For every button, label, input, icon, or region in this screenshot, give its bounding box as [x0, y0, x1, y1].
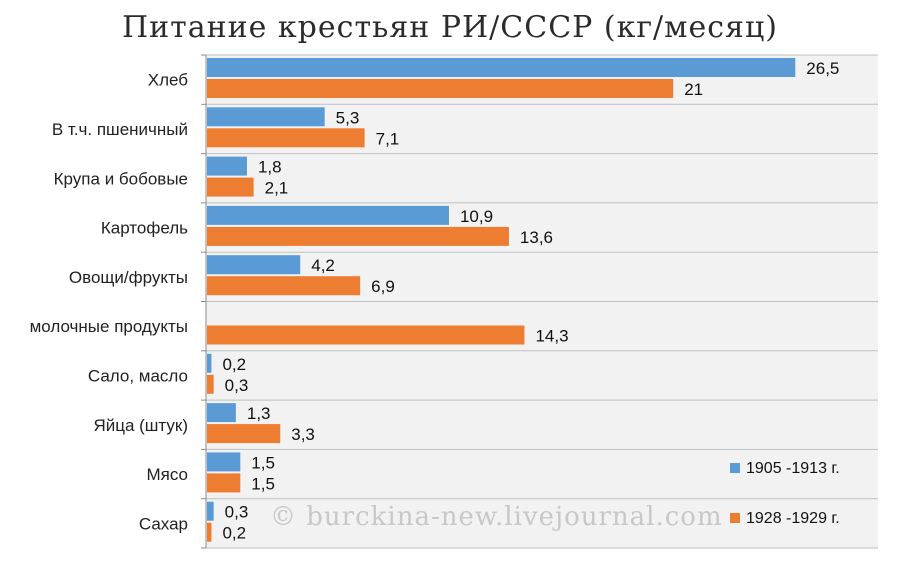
bar [207, 452, 241, 472]
legend-swatch [730, 463, 740, 473]
bar [207, 177, 254, 197]
data-label: 6,9 [371, 277, 395, 296]
data-label: 0,2 [222, 355, 246, 374]
data-label: 14,3 [535, 327, 568, 346]
category-label: Сало, масло [88, 366, 188, 385]
data-label: 2,1 [265, 179, 289, 198]
bar [207, 424, 281, 444]
grid-lines [201, 54, 878, 549]
bar [207, 79, 674, 98]
bar [207, 58, 796, 77]
data-label: 1,8 [258, 158, 282, 177]
legend-swatch [730, 513, 740, 523]
bar [207, 156, 247, 176]
category-label: Хлеб [148, 71, 189, 90]
bar [207, 353, 212, 373]
data-label: 7,1 [376, 129, 400, 148]
watermark: © burckina-new.livejournal.com [270, 502, 723, 532]
bars-group [207, 58, 796, 542]
chart-title: Питание крестьян РИ/СССР (кг/месяц) [122, 10, 778, 45]
category-label: Крупа и бобовые [54, 169, 188, 188]
data-label: 0,2 [222, 524, 246, 543]
data-label: 0,3 [225, 376, 249, 395]
data-label: 13,6 [520, 228, 553, 247]
data-label: 1,5 [251, 474, 275, 493]
category-label: молочные продукты [30, 317, 188, 336]
bar [207, 473, 241, 493]
bar [207, 522, 212, 542]
bar [207, 255, 301, 275]
category-label: Картофель [101, 219, 188, 238]
data-label: 10,9 [460, 207, 493, 226]
labels-group: Хлеб 26,5 21 В т.ч. пшеничный 5,3 7,1 Крупа и … [30, 59, 840, 543]
category-label: Сахар [139, 514, 188, 533]
data-label: 0,3 [225, 503, 249, 522]
category-label: Мясо [146, 465, 188, 484]
bar [207, 501, 214, 521]
bar [207, 325, 525, 345]
data-label: 1,5 [251, 453, 275, 472]
legend: 1905 -1913 г. 1928 -1929 г. [730, 460, 840, 527]
category-label: В т.ч. пшеничный [52, 120, 188, 139]
legend-label: 1928 -1929 г. [746, 510, 840, 527]
bar [207, 226, 509, 246]
data-label: 21 [684, 80, 703, 99]
legend-label: 1905 -1913 г. [746, 460, 840, 477]
bar [207, 276, 361, 296]
data-label: 4,2 [311, 256, 335, 275]
category-label: Яйца (штук) [93, 416, 188, 435]
bar [207, 403, 236, 423]
bar [207, 374, 214, 394]
data-label: 1,3 [247, 404, 271, 423]
bar [207, 128, 365, 148]
data-label: 5,3 [336, 108, 360, 127]
data-label: 3,3 [291, 425, 315, 444]
bar [207, 205, 449, 225]
data-label: 26,5 [806, 59, 839, 78]
category-label: Овощи/фрукты [69, 268, 188, 287]
bar [207, 107, 325, 127]
